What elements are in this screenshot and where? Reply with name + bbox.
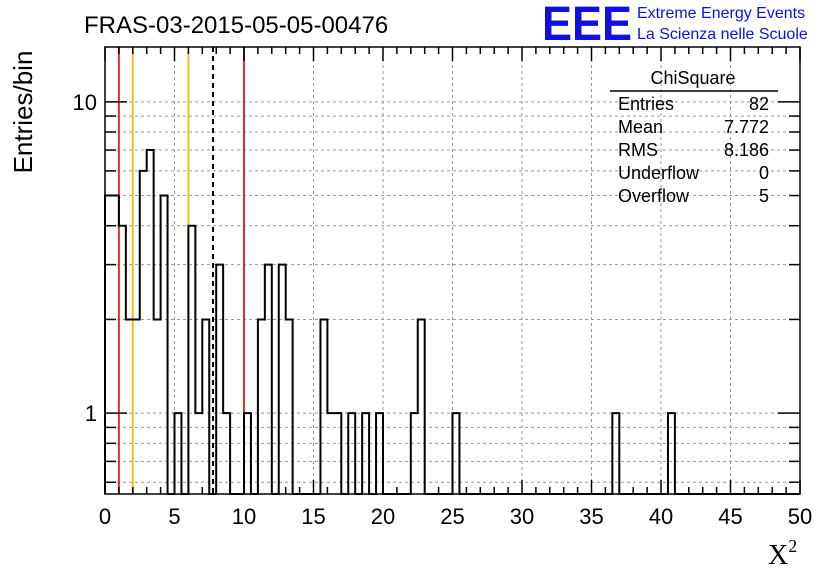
x-tick-label: 35 [579, 504, 603, 529]
y-tick-label: 10 [73, 90, 97, 115]
x-tick-label: 50 [788, 504, 812, 529]
eee-logo: EEE Extreme Energy Events La Scienza nel… [542, 0, 808, 51]
stats-row-value: 5 [759, 186, 769, 206]
x-tick-label: 20 [371, 504, 395, 529]
y-tick-label: 1 [85, 401, 97, 426]
stats-row-label: RMS [618, 140, 658, 160]
stats-row-label: Overflow [618, 186, 690, 206]
stats-box: ChiSquare Entries 82 Mean 7.772 RMS 8.186 Unde… [610, 68, 778, 206]
x-tick-labels: 0 5 10 15 20 25 30 35 40 45 50 [99, 504, 812, 529]
x-tick-label: 40 [649, 504, 673, 529]
x-tick-label: 15 [301, 504, 325, 529]
x-tick-label: 45 [718, 504, 742, 529]
x-tick-label: 25 [440, 504, 464, 529]
stats-row-value: 82 [749, 94, 769, 114]
stats-row-value: 0 [759, 163, 769, 183]
logo-mark: EEE [542, 0, 632, 51]
x-axis-label-superscript: 2 [788, 536, 797, 556]
x-tick-label: 0 [99, 504, 111, 529]
x-axis-label-base: X [768, 540, 788, 571]
logo-line2: La Scienza nelle Scuole [637, 26, 808, 43]
stats-row-label: Underflow [618, 163, 700, 183]
stats-row-label: Entries [618, 94, 674, 114]
chart-title: FRAS-03-2015-05-05-00476 [84, 12, 388, 39]
y-tick-labels: 1 10 [73, 90, 97, 426]
axis-ticks [104, 47, 801, 494]
stats-name: ChiSquare [650, 68, 735, 88]
x-tick-label: 5 [168, 504, 180, 529]
stats-row-value: 7.772 [724, 117, 769, 137]
stats-row-value: 8.186 [724, 140, 769, 160]
x-tick-label: 10 [232, 504, 256, 529]
stats-rows: Entries 82 Mean 7.772 RMS 8.186 Underflow 0 Over… [618, 94, 769, 206]
stats-row-label: Mean [618, 117, 663, 137]
x-axis-label: X2 [768, 536, 797, 571]
logo-line1: Extreme Energy Events [637, 5, 805, 22]
histogram-outline [104, 149, 800, 495]
x-tick-label: 30 [510, 504, 534, 529]
y-axis-label: Entries/bin [8, 51, 38, 174]
